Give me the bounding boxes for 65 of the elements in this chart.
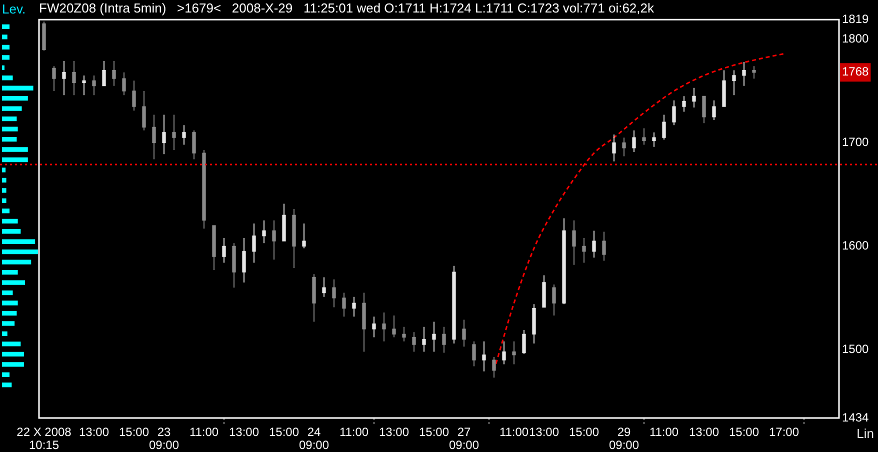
bar	[2, 290, 13, 296]
bar	[2, 310, 17, 316]
x-tick-label: 13:00	[688, 424, 720, 439]
bar	[2, 331, 8, 336]
bar	[2, 157, 28, 162]
text: Lin	[856, 426, 874, 442]
bar	[2, 44, 10, 50]
x-tick-label: 15:00	[118, 424, 150, 439]
y-tick-label: 1434	[842, 410, 870, 424]
chart-title: Lev.	[2, 1, 26, 16]
bar	[2, 342, 21, 346]
bar	[2, 229, 21, 234]
x-tick-label: 15:00	[418, 424, 450, 439]
x-tick-label: 23 09:00	[148, 424, 180, 452]
bar	[2, 239, 36, 244]
y-tick-label: 1600	[842, 238, 870, 253]
bar	[2, 218, 18, 224]
bar	[2, 321, 15, 326]
bar	[2, 188, 6, 193]
y-tick-label: 1500	[842, 342, 870, 356]
bar	[2, 106, 22, 111]
x-tick-label: 13:00	[528, 424, 560, 439]
bar	[2, 198, 6, 204]
y-tick-label: 1819	[842, 12, 870, 26]
x-tick-label: 11:00	[189, 424, 219, 439]
y-tick-label: 1700	[842, 135, 870, 150]
bar	[2, 96, 28, 101]
bar	[2, 126, 18, 132]
bar	[2, 147, 28, 152]
x-tick-label: 15:00	[568, 424, 600, 439]
y-tick-label: 1768	[842, 64, 870, 79]
x-tick-label: 17:00	[768, 424, 800, 439]
bar	[2, 168, 6, 172]
y-tick-label: 1800	[842, 32, 870, 46]
bar	[2, 372, 10, 377]
bar	[2, 270, 18, 275]
x-tick-label: 11:00	[499, 424, 529, 439]
x-tick-label: 13:00	[378, 424, 410, 439]
bar	[2, 260, 32, 264]
x-tick-label: 11:00	[339, 424, 369, 439]
x-tick-label: 11:00	[649, 424, 679, 439]
bar	[2, 300, 18, 306]
x-tick-label: 22 X 2008 10:15	[16, 424, 72, 452]
bar	[2, 116, 17, 122]
bar	[2, 178, 6, 183]
bar	[2, 34, 8, 40]
bar	[2, 382, 12, 388]
bar	[2, 250, 38, 254]
bar	[2, 352, 24, 357]
bar	[2, 280, 26, 285]
bar	[2, 362, 24, 367]
x-tick-label: 27 09:00	[448, 424, 480, 452]
x-tick-label: 29 09:00	[608, 424, 640, 452]
bar	[2, 76, 13, 80]
bar	[2, 208, 10, 214]
bar	[2, 136, 17, 142]
bar	[2, 55, 10, 60]
bar	[2, 24, 10, 30]
x-tick-label: 15:00	[268, 424, 300, 439]
chart-title: FW20Z08 (Intra 5min) >1679< 2008-X-29 11:25:01 wed O:1711 H:1724 L:1711 C:1723 vol:771 oi:62,2k	[39, 0, 654, 16]
bar	[2, 86, 34, 90]
x-tick-label: 15:00	[728, 424, 760, 439]
x-tick-label: 13:00	[228, 424, 260, 439]
x-tick-label: 24 09:00	[298, 424, 330, 452]
x-tick-label: 13:00	[78, 424, 110, 439]
